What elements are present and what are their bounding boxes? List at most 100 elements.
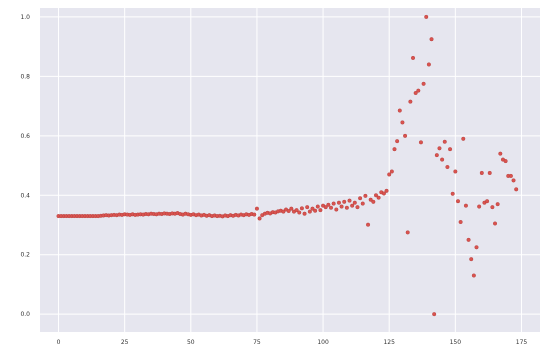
data-point (461, 136, 466, 141)
data-point (490, 205, 495, 210)
data-point (511, 178, 516, 183)
y-tick-label: 1.0 (20, 14, 30, 21)
data-point (405, 230, 410, 235)
plot-area (40, 8, 540, 332)
data-point (305, 205, 310, 210)
data-point (323, 205, 328, 210)
data-point (442, 139, 447, 144)
y-axis-ticks: 0.0 0.2 0.4 0.6 0.8 1.0 (20, 14, 30, 318)
data-point (389, 169, 394, 174)
data-point (252, 212, 257, 217)
data-point (368, 197, 373, 202)
data-point (397, 108, 402, 113)
data-point (289, 206, 294, 211)
data-point (299, 206, 304, 211)
data-point (355, 205, 360, 210)
data-point (463, 203, 468, 208)
data-point (315, 204, 320, 209)
data-point (455, 199, 460, 204)
grid (40, 8, 540, 332)
data-point (366, 222, 371, 227)
data-point (286, 209, 291, 214)
data-point (313, 208, 318, 213)
data-point (339, 204, 344, 209)
data-point (257, 216, 262, 221)
data-point (508, 173, 513, 178)
y-tick-label: 0.4 (20, 192, 30, 199)
data-point (384, 188, 389, 193)
data-point (347, 198, 352, 203)
data-point (418, 140, 423, 145)
data-point (371, 199, 376, 204)
data-point (342, 199, 347, 204)
data-point (424, 14, 429, 19)
data-point (440, 157, 445, 162)
data-point (413, 91, 418, 96)
data-point (329, 205, 334, 210)
data-point (485, 199, 490, 204)
data-point (254, 206, 259, 211)
data-point (350, 203, 355, 208)
data-point (514, 187, 519, 192)
data-point (381, 191, 386, 196)
data-point (336, 200, 341, 205)
x-tick-label: 50 (187, 339, 195, 346)
data-point (352, 200, 357, 205)
data-point (437, 146, 442, 151)
data-point (495, 202, 500, 207)
data-point (376, 195, 381, 200)
data-point (503, 159, 508, 164)
data-point (294, 208, 299, 213)
data-point (432, 312, 437, 317)
x-tick-label: 125 (383, 339, 395, 346)
data-point (450, 191, 455, 196)
data-point (466, 237, 471, 242)
data-point (400, 120, 405, 125)
data-point (426, 62, 431, 67)
data-point (474, 245, 479, 250)
data-point (408, 99, 413, 104)
data-point (326, 202, 331, 207)
data-point (429, 37, 434, 42)
data-point (487, 170, 492, 175)
data-point (458, 220, 463, 225)
x-tick-label: 150 (450, 339, 462, 346)
y-tick-label: 0.2 (20, 252, 30, 259)
data-point (334, 207, 339, 212)
data-point (411, 55, 416, 60)
data-point (471, 273, 476, 278)
data-point (493, 221, 498, 226)
data-point (302, 211, 307, 216)
x-tick-label: 25 (121, 339, 129, 346)
data-point (373, 193, 378, 198)
y-tick-label: 0.0 (20, 311, 30, 318)
x-axis-ticks: 0 25 50 75 100 125 150 175 (57, 339, 528, 346)
data-point (358, 196, 363, 201)
data-point (453, 169, 458, 174)
data-point (403, 133, 408, 138)
x-tick-label: 175 (516, 339, 528, 346)
data-point (363, 193, 368, 198)
data-point (434, 153, 439, 158)
data-point (445, 165, 450, 170)
data-point (307, 209, 312, 214)
data-point (479, 170, 484, 175)
data-point (297, 210, 302, 215)
data-point (281, 209, 286, 214)
data-point (395, 139, 400, 144)
data-point (498, 151, 503, 156)
data-point (387, 172, 392, 177)
data-point (469, 257, 474, 262)
data-point (310, 206, 315, 211)
data-point (392, 147, 397, 152)
x-tick-label: 100 (317, 339, 329, 346)
data-point (344, 205, 349, 210)
data-point (416, 88, 421, 93)
data-point (331, 201, 336, 206)
y-tick-label: 0.6 (20, 133, 30, 140)
x-tick-label: 75 (253, 339, 261, 346)
data-point (448, 147, 453, 152)
y-tick-label: 0.8 (20, 73, 30, 80)
